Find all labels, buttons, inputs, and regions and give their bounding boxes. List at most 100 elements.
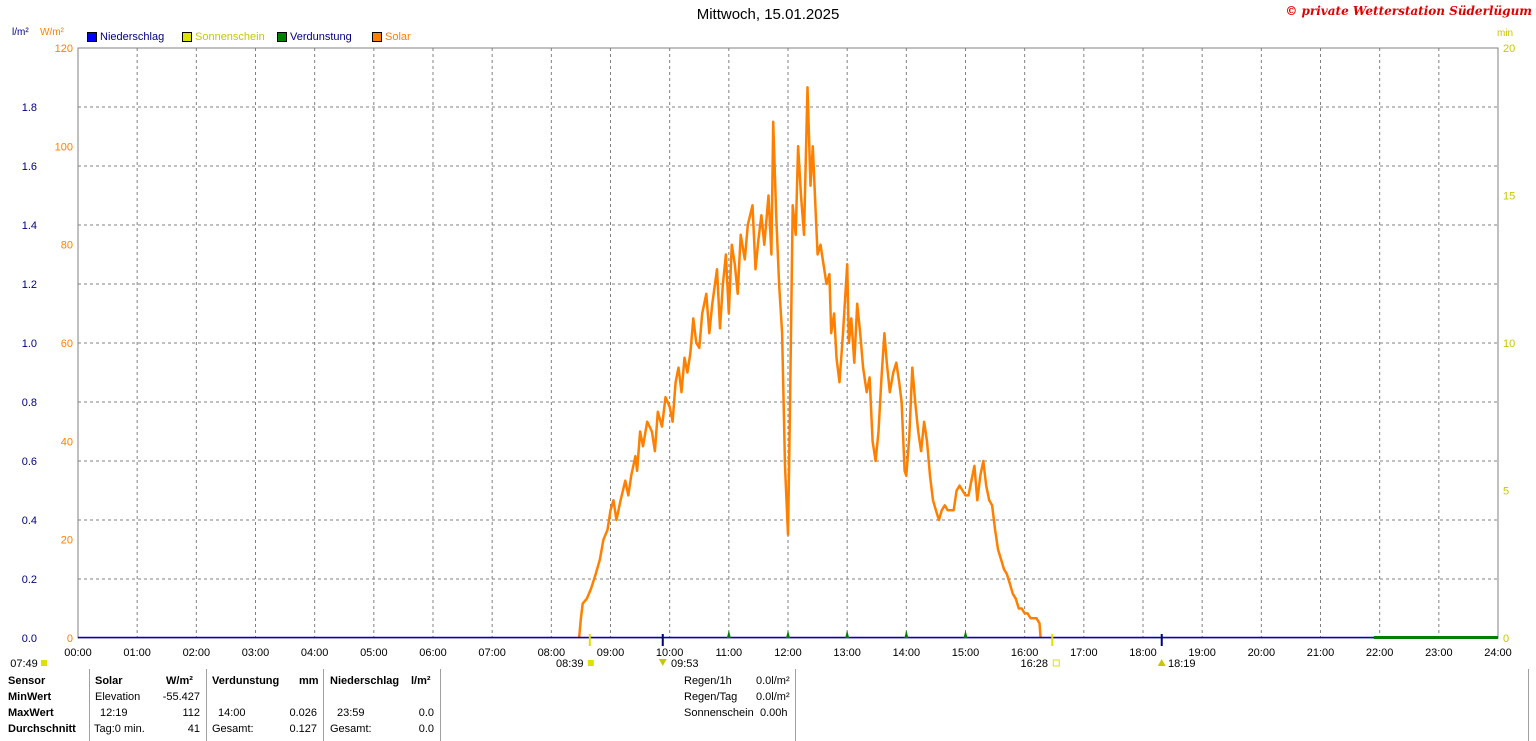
precip-tick-label: 1.8 (22, 102, 37, 114)
legend-swatch (277, 32, 287, 42)
stats-table: Sensor Solar W/m² Verdunstung mm Nieders… (0, 669, 445, 741)
x-tick-label: 14:00 (893, 647, 921, 659)
x-tick-label: 08:00 (538, 647, 566, 659)
precip-unit-label: l/m² (12, 27, 29, 38)
precip-tick-label: 0.8 (22, 397, 37, 409)
legend-swatch (87, 32, 97, 42)
x-tick-label: 01:00 (123, 647, 151, 659)
max-solar-value: 112 (182, 707, 200, 719)
stats-header-solar: Solar (95, 675, 123, 687)
evap-marker (904, 630, 909, 638)
x-tick-label: 03:00 (242, 647, 270, 659)
legend-item-niederschlag: Niederschlag (87, 31, 164, 43)
sunshine-value: 0.00h (760, 707, 788, 719)
solar-tick-label: 0 (67, 633, 73, 645)
row-label-max: MaxWert (8, 707, 54, 719)
solar-tick-label: 120 (55, 43, 73, 55)
x-tick-label: 16:00 (1011, 647, 1039, 659)
sunset-dot-icon (1052, 659, 1060, 667)
sunrise-dot-icon (587, 660, 594, 666)
x-tick-label: 05:00 (360, 647, 388, 659)
rain-1h-label: Regen/1h (684, 675, 732, 687)
sunset-label: 16:28 (1021, 658, 1049, 670)
legend-swatch (372, 32, 382, 42)
legend-label: Solar (385, 31, 411, 43)
evap-marker (786, 630, 790, 638)
minutes-tick-label: 10 (1503, 338, 1515, 350)
evap-marker (845, 630, 850, 638)
min-solar-value: -55.427 (162, 691, 200, 703)
stats-header-precip: Niederschlag (330, 675, 400, 687)
x-tick-label: 22:00 (1366, 647, 1394, 659)
x-tick-label: 12:00 (774, 647, 802, 659)
sunrise-label: 08:39 (556, 658, 584, 670)
x-tick-label: 15:00 (952, 647, 980, 659)
solar-unit-label: W/m² (40, 27, 64, 38)
total-evap-label: Gesamt: (212, 723, 254, 735)
legend-label: Niederschlag (100, 31, 165, 43)
min-solar-time: Elevation (95, 691, 141, 703)
sunshine-label: Sonnenschein (684, 707, 754, 719)
x-tick-label: 19:00 (1188, 647, 1216, 659)
stats-header-evap: Verdunstung (212, 675, 280, 687)
rain-summary: Regen/1h 0.0l/m² Regen/Tag 0.0l/m² Sonne… (678, 669, 798, 741)
total-precip-value: 0.0 (418, 723, 434, 735)
label-07-49: 07:49 (10, 658, 38, 670)
rain-1h-value: 0.0l/m² (756, 675, 790, 687)
legend-item-sonnenschein: Sonnenschein (182, 31, 265, 43)
legend-item-solar: Solar (372, 31, 411, 43)
x-tick-label: 10:00 (656, 647, 684, 659)
label-09-53: 09:53 (671, 658, 699, 670)
x-tick-label: 00:00 (64, 647, 92, 659)
legend-swatch (182, 32, 192, 42)
minutes-tick-label: 0 (1503, 633, 1509, 645)
moonrise-triangle-icon (1157, 659, 1166, 666)
rain-day-value: 0.0l/m² (756, 691, 790, 703)
avg-solar-time: Tag:0 min. (94, 723, 145, 735)
x-tick-label: 18:00 (1129, 647, 1157, 659)
minutes-unit-label: min (1497, 28, 1514, 39)
row-label-avg: Durchschnitt (8, 723, 76, 735)
precip-tick-label: 1.2 (22, 279, 37, 291)
x-tick-label: 04:00 (301, 647, 329, 659)
label-18-19: 18:19 (1168, 658, 1196, 670)
max-precip-time: 23:59 (337, 707, 365, 719)
minutes-tick-label: 20 (1503, 43, 1515, 55)
x-tick-label: 21:00 (1307, 647, 1335, 659)
stats-header-solar-unit: W/m² (166, 675, 193, 687)
x-tick-label: 11:00 (715, 647, 742, 659)
rain-day-label: Regen/Tag (684, 691, 738, 703)
precip-tick-label: 1.6 (22, 161, 37, 173)
minutes-tick-label: 15 (1503, 191, 1515, 203)
solar-tick-label: 60 (61, 338, 73, 350)
stats-header-evap-unit: mm (299, 675, 319, 687)
precip-tick-label: 0.2 (22, 574, 37, 586)
legend-item-verdunstung: Verdunstung (277, 31, 352, 43)
stats-header-sensor: Sensor (8, 675, 46, 687)
evap-marker (963, 630, 968, 638)
total-evap-value: 0.127 (289, 723, 317, 735)
series-solar-line (577, 86, 1042, 639)
precip-tick-label: 0.6 (22, 456, 37, 468)
row-label-min: MinWert (8, 691, 52, 703)
max-precip-value: 0.0 (418, 707, 434, 719)
stats-header-precip-unit: l/m² (411, 675, 431, 687)
x-tick-label: 07:00 (478, 647, 506, 659)
x-tick-label: 13:00 (833, 647, 861, 659)
solar-tick-label: 100 (55, 141, 73, 153)
x-tick-label: 20:00 (1248, 647, 1276, 659)
max-evap-value: 0.026 (289, 707, 317, 719)
solar-chart: 00:00 01:00 02:00 03:00 04:00 05:00 06:00 07:00… (10, 43, 1515, 670)
x-tick-label: 02:00 (183, 647, 211, 659)
max-evap-time: 14:00 (218, 707, 246, 719)
solar-tick-label: 20 (61, 535, 73, 547)
legend-label: Sonnenschein (195, 31, 265, 43)
precip-tick-label: 0.4 (22, 515, 37, 527)
x-tick-label: 06:00 (419, 647, 447, 659)
moonset-triangle-icon (658, 659, 667, 666)
precip-tick-label: 1.4 (22, 220, 37, 232)
x-tick-label: 09:00 (597, 647, 625, 659)
precip-tick-label: 0.0 (22, 633, 37, 645)
avg-solar-value: 41 (187, 723, 200, 735)
x-tick-label: 23:00 (1425, 647, 1453, 659)
